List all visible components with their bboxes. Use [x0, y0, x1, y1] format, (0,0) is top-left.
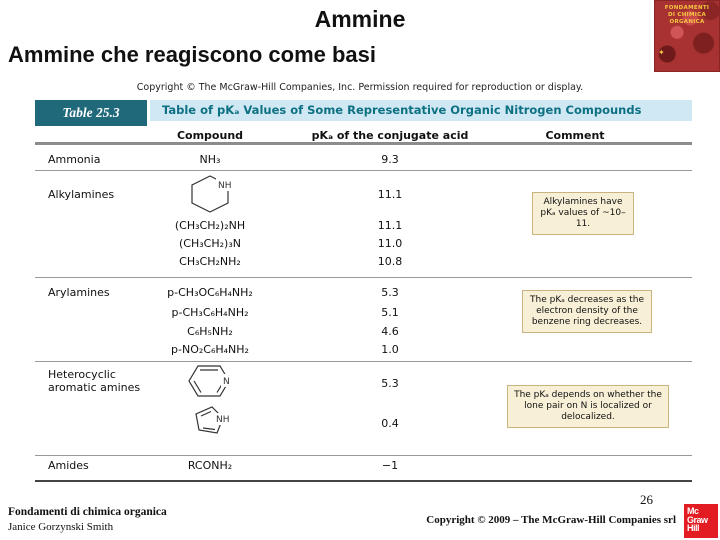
comment-box-alkylamines: Alkylamines have pKₐ values of ~10–11. [532, 192, 634, 235]
formula-amide: RCONH₂ [187, 459, 233, 472]
pka-value: 1.0 [381, 343, 399, 356]
formula-p-methoxyaniline: p-CH₃OC₆H₄NH₂ [167, 286, 253, 299]
pka-value: 11.1 [377, 219, 403, 232]
footer-book-title: Fondamenti di chimica organica [8, 506, 167, 518]
comment-box-arylamines: The pKₐ decreases as the electron densit… [522, 290, 652, 333]
logo-line: Mc [687, 506, 699, 516]
pyridine-ring-icon: N [187, 363, 233, 399]
page-title: Ammine [314, 6, 406, 32]
comment-box-heterocyclic: The pKₐ depends on whether the lone pair… [507, 385, 669, 428]
ring-label-nh: NH [216, 415, 230, 425]
table-number-label: Table 25.3 [35, 100, 147, 126]
pka-value: 0.4 [381, 417, 399, 430]
slide-subtitle: Ammine che reagiscono come basi [8, 42, 377, 67]
page-number: 26 [640, 492, 653, 507]
table-rule [35, 277, 692, 278]
category-label-ammonia: Ammonia [48, 153, 101, 166]
ring-label-n: N [223, 377, 230, 387]
category-label-arylamines: Arylamines [48, 286, 110, 299]
sparkle-icon: ✦ [658, 48, 665, 57]
table-rule [35, 170, 692, 171]
table-copyright-note: Copyright © The McGraw-Hill Companies, I… [136, 82, 584, 93]
formula-ammonia: NH₃ [199, 153, 221, 166]
table-rule [35, 455, 692, 456]
formula-p-methylaniline: p-CH₃C₆H₄NH₂ [171, 306, 249, 319]
formula-aniline: C₆H₅NH₂ [187, 325, 233, 338]
pka-value: 5.1 [381, 306, 399, 319]
footer-author: Janice Gorzynski Smith [8, 521, 114, 533]
book-cover-line: ORGANICA [669, 19, 705, 25]
pka-value: 11.0 [377, 237, 403, 250]
column-header-comment: Comment [545, 129, 605, 142]
pka-value: 9.3 [381, 153, 399, 166]
pka-value: −1 [381, 459, 399, 472]
category-label-amides: Amides [48, 459, 89, 472]
book-cover-image: FONDAMENTI DI CHIMICA ORGANICA ✦ [654, 0, 720, 72]
pyrrole-ring-icon: NH [193, 405, 231, 437]
footer-copyright: Copyright © 2009 – The McGraw-Hill Compa… [426, 514, 676, 526]
logo-line: Hill [687, 523, 700, 533]
formula-ethylamine: CH₃CH₂NH₂ [179, 255, 241, 268]
piperidine-ring-icon: NH [187, 173, 233, 213]
category-label-alkylamines: Alkylamines [48, 188, 115, 201]
column-header-pka: pKₐ of the conjugate acid [311, 129, 469, 142]
formula-p-nitroaniline: p-NO₂C₆H₄NH₂ [171, 343, 249, 356]
pka-value: 5.3 [381, 286, 399, 299]
book-cover-line: DI CHIMICA [667, 12, 707, 18]
formula-diethylamine: (CH₃CH₂)₂NH [174, 219, 246, 232]
pka-value: 4.6 [381, 325, 399, 338]
table-rule [35, 142, 692, 145]
pka-table: Table 25.3 Table of pKₐ Values of Some R… [35, 100, 692, 485]
book-cover-line: FONDAMENTI [664, 5, 710, 11]
table-rule [35, 480, 692, 482]
pka-value: 5.3 [381, 377, 399, 390]
table-title: Table of pKₐ Values of Some Representati… [150, 100, 692, 121]
column-header-compound: Compound [176, 129, 244, 142]
mcgraw-hill-logo: Mc Graw Hill [684, 504, 718, 538]
pka-value: 11.1 [377, 188, 403, 201]
formula-triethylamine: (CH₃CH₂)₃N [179, 237, 241, 250]
ring-label-nh: NH [218, 181, 232, 191]
table-rule [35, 361, 692, 362]
pka-value: 10.8 [377, 255, 403, 268]
logo-line: Graw [687, 514, 708, 525]
category-label-heterocyclic: Heterocyclic aromatic amines [48, 368, 141, 394]
